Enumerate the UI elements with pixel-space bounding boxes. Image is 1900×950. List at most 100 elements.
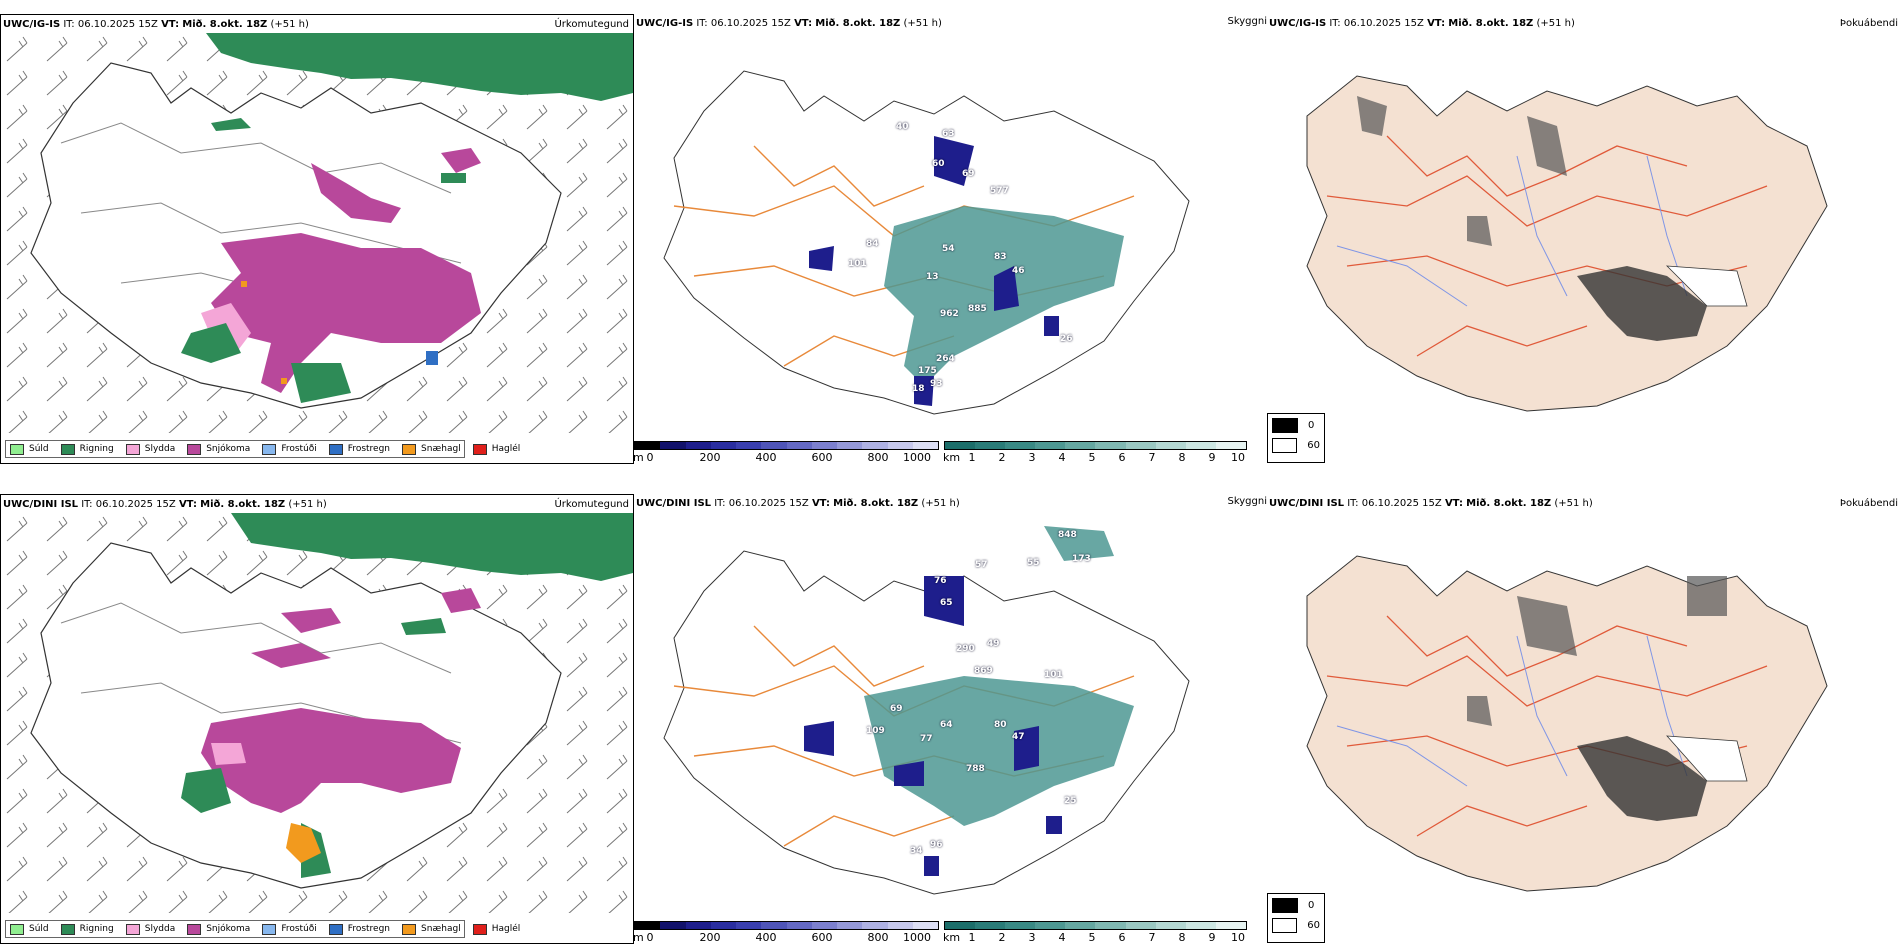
vis-value-label: 47 xyxy=(1012,732,1025,742)
colorbar-tick: 4 xyxy=(1058,451,1066,464)
colorbar-swatch xyxy=(837,442,863,449)
colorbar-swatch xyxy=(1035,922,1066,929)
colorbar-swatch xyxy=(811,442,837,449)
panel-header: UWC/IG-IS IT: 06.10.2025 15Z VT: Mið. 8.… xyxy=(636,18,942,29)
colorbar-swatch xyxy=(887,442,913,449)
colorbar-tick: 8 xyxy=(1178,451,1186,464)
vis-value-label: 101 xyxy=(848,259,867,269)
visibility-colorbar-km: km 1 2 3 4 5 6 7 8 9 10 xyxy=(943,921,1247,944)
vis-value-label: 962 xyxy=(940,309,959,319)
vis-value-label: 264 xyxy=(936,354,955,364)
colorbar-tick: 2 xyxy=(998,931,1006,944)
panel-header: UWC/IG-IS IT: 06.10.2025 15Z VT: Mið. 8.… xyxy=(1269,18,1575,29)
colorbar-swatch xyxy=(761,442,787,449)
vis-value-label: 57 xyxy=(975,560,988,570)
legend-item: Rigning xyxy=(60,923,114,935)
colorbar-swatch xyxy=(811,922,837,929)
colorbar-tick: 9 xyxy=(1208,931,1216,944)
colorbar-swatch xyxy=(1185,442,1216,449)
vis-value-label: 788 xyxy=(966,764,985,774)
vis-value-label: 96 xyxy=(930,840,943,850)
colorbar-tick: 1000 xyxy=(903,451,931,464)
colorbar-swatch xyxy=(710,922,736,929)
colorbar-tick: 0 xyxy=(646,931,654,944)
colorbar-swatch xyxy=(862,442,888,449)
fog-legend-item: 0 xyxy=(1272,896,1320,914)
legend-item: Frostregn xyxy=(328,443,390,455)
colorbar-swatch xyxy=(1095,442,1126,449)
colorbar-swatch xyxy=(786,442,812,449)
colorbar-swatch xyxy=(945,922,976,929)
vis-teal-area xyxy=(864,526,1134,826)
vis-value-label: 63 xyxy=(942,129,955,139)
fog-indicator-map xyxy=(1306,555,1828,892)
colorbar-tick: 6 xyxy=(1118,451,1126,464)
colorbar-swatch xyxy=(1095,922,1126,929)
vis-value-label: 60 xyxy=(932,159,945,169)
colorbar-tick: 2 xyxy=(998,451,1006,464)
colorbar-tick: 5 xyxy=(1088,451,1096,464)
colorbar-swatch xyxy=(912,922,938,929)
rain-area-north xyxy=(206,33,633,101)
fog-indicator-legend: 0 60 xyxy=(1267,413,1325,463)
colorbar-swatch xyxy=(1005,442,1036,449)
colorbar-swatch xyxy=(975,442,1006,449)
ice-pellet-area xyxy=(286,823,321,863)
snow-area-2 xyxy=(311,163,401,223)
fog-dark-area xyxy=(1577,266,1707,341)
vis-value-label: 76 xyxy=(934,576,947,586)
colorbar-swatch xyxy=(1065,922,1096,929)
vis-value-label: 109 xyxy=(866,726,885,736)
colorbar-tick: 200 xyxy=(699,931,721,944)
vis-value-label: 64 xyxy=(940,720,953,730)
colorbar-swatch xyxy=(710,442,736,449)
fog-dark-area xyxy=(1577,736,1707,821)
colorbar-swatch xyxy=(635,922,661,929)
colorbar-tick: 7 xyxy=(1148,451,1156,464)
fog-white-area xyxy=(1665,265,1748,307)
legend-item: Haglél xyxy=(472,443,520,455)
fog-indicator-map xyxy=(1306,75,1828,412)
vis-value-label: 885 xyxy=(968,304,987,314)
vis-value-label: 13 xyxy=(926,272,939,282)
colorbar-swatch xyxy=(1035,442,1066,449)
panel-header: UWC/DINI ISL IT: 06.10.2025 15Z VT: Mið.… xyxy=(1269,498,1593,509)
visibility-panel-row1: UWC/IG-IS IT: 06.10.2025 15Z VT: Mið. 8.… xyxy=(633,14,1267,464)
visibility-panel-row2: UWC/DINI ISL IT: 06.10.2025 15Z VT: Mið.… xyxy=(633,494,1267,944)
legend-item: Snæhagl xyxy=(402,443,461,455)
snow-area-2 xyxy=(251,588,481,668)
colorbar-tick: 800 xyxy=(867,931,889,944)
precip-type-legend: Súld Rigning Slydda Snjókoma Frostúði Fr… xyxy=(5,920,520,938)
colorbar-swatch xyxy=(912,442,938,449)
vis-value-label: 83 xyxy=(994,252,1007,262)
colorbar-swatch xyxy=(862,922,888,929)
colorbar-tick: 9 xyxy=(1208,451,1216,464)
colorbar-swatch xyxy=(1005,922,1036,929)
colorbar-swatch xyxy=(887,922,913,929)
colorbar-tick: 600 xyxy=(811,931,833,944)
colorbar-tick: 4 xyxy=(1058,931,1066,944)
colorbar-tick: 3 xyxy=(1028,931,1036,944)
colorbar-tick: 1 xyxy=(968,451,976,464)
legend-item: Snjókoma xyxy=(187,923,250,935)
vis-value-label: 84 xyxy=(866,239,879,249)
colorbar-swatch xyxy=(1185,922,1216,929)
vis-value-label: 80 xyxy=(994,720,1007,730)
colorbar-swatch xyxy=(1155,922,1186,929)
legend-item: Súld xyxy=(10,443,49,455)
panel-title: Þokuábendi xyxy=(1839,18,1898,29)
legend-item: Frostúði xyxy=(262,923,317,935)
legend-item: Snjókoma xyxy=(187,443,250,455)
vis-value-label: 25 xyxy=(1064,796,1077,806)
colorbar-swatch xyxy=(1065,442,1096,449)
colorbar-tick: 1000 xyxy=(903,931,931,944)
vis-value-label: 77 xyxy=(920,734,933,744)
legend-item: Frostregn xyxy=(328,923,390,935)
panel-title: Skyggni xyxy=(1227,496,1267,507)
colorbar-swatch xyxy=(837,922,863,929)
colorbar-tick: 3 xyxy=(1028,451,1036,464)
colorbar-tick: 5 xyxy=(1088,931,1096,944)
vis-value-label: 34 xyxy=(910,846,923,856)
vis-value-label: 54 xyxy=(942,244,955,254)
panel-header: UWC/DINI ISL IT: 06.10.2025 15Z VT: Mið.… xyxy=(3,499,327,510)
